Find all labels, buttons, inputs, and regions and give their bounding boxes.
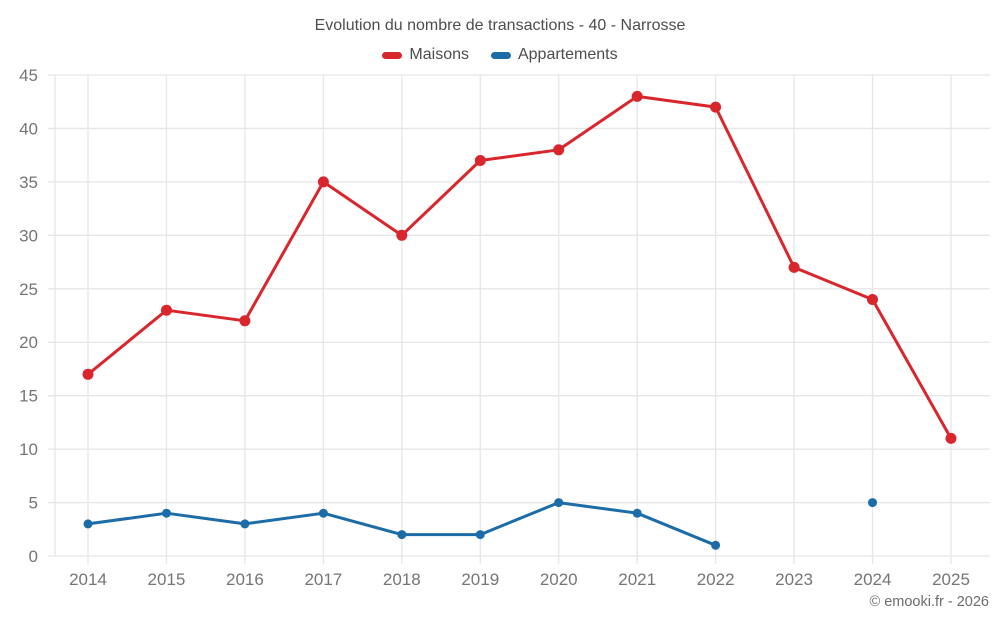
series-line-maisons <box>86 94 953 440</box>
data-point-maisons-2025 <box>945 432 957 444</box>
y-tick-label: 25 <box>19 280 38 299</box>
data-point-maisons-2023 <box>788 261 800 273</box>
x-tick-label: 2014 <box>69 570 107 589</box>
legend: Maisons Appartements <box>0 46 1000 64</box>
y-tick-label: 30 <box>19 226 38 245</box>
data-point-maisons-2017 <box>317 176 329 188</box>
legend-swatch-maisons-icon <box>382 51 403 59</box>
y-tick-label: 20 <box>19 333 38 352</box>
data-point-maisons-2015 <box>161 304 172 316</box>
x-tick-label: 2020 <box>540 570 578 589</box>
y-tick-label: 40 <box>19 119 38 138</box>
copyright-text: © emooki.fr - 2026 <box>869 594 989 610</box>
data-point-maisons-2014 <box>82 368 94 380</box>
legend-item-appartements[interactable]: Appartements <box>490 46 618 64</box>
x-tick-label: 2018 <box>383 570 421 589</box>
x-tick-label: 2015 <box>148 570 186 589</box>
data-point-appartements-2017 <box>318 508 328 518</box>
data-point-maisons-2018 <box>396 229 408 241</box>
legend-swatch-appartements-icon <box>490 51 511 59</box>
data-point-maisons-2024 <box>867 294 878 305</box>
data-point-appartements-2020 <box>554 498 564 508</box>
data-point-appartements-2014 <box>83 519 93 529</box>
y-tick-label: 35 <box>19 173 38 192</box>
x-tick-label: 2022 <box>697 570 735 589</box>
x-tick-label: 2019 <box>461 570 499 589</box>
x-tick-label: 2017 <box>304 570 342 589</box>
data-point-maisons-2019 <box>474 155 486 166</box>
legend-item-maisons[interactable]: Maisons <box>382 46 469 64</box>
legend-label-maisons: Maisons <box>409 46 469 63</box>
data-point-appartements-2024 <box>868 498 877 508</box>
data-point-appartements-2016 <box>240 519 250 529</box>
y-tick-label: 45 <box>19 66 38 85</box>
y-tick-label: 5 <box>29 494 38 513</box>
data-point-appartements-2015 <box>162 508 171 518</box>
x-tick-label: 2025 <box>932 570 970 589</box>
x-tick-label: 2021 <box>618 570 656 589</box>
data-point-maisons-2021 <box>631 90 643 102</box>
data-point-maisons-2022 <box>710 101 722 113</box>
x-tick-label: 2016 <box>226 570 264 589</box>
chart-title: Evolution du nombre de transactions - 40… <box>314 17 686 34</box>
x-tick-label: 2023 <box>775 570 813 589</box>
legend-label-appartements: Appartements <box>517 46 618 63</box>
y-tick-label: 0 <box>29 547 38 566</box>
x-tick-label: 2024 <box>854 570 892 589</box>
data-point-appartements-2022 <box>711 540 721 550</box>
y-tick-label: 15 <box>19 387 38 406</box>
data-point-appartements-2018 <box>397 530 407 540</box>
y-tick-label: 10 <box>19 440 38 459</box>
data-point-appartements-2019 <box>475 530 485 540</box>
data-point-maisons-2016 <box>239 315 251 327</box>
data-point-appartements-2021 <box>632 508 642 518</box>
data-point-maisons-2020 <box>553 144 565 156</box>
